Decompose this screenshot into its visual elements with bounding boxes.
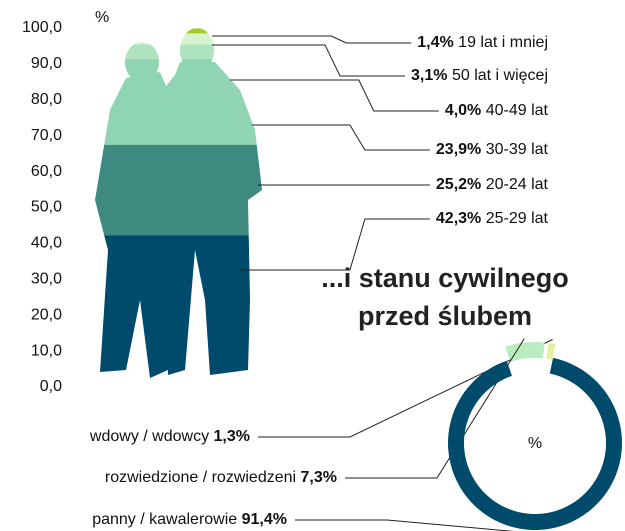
value-label: 91,4% bbox=[242, 511, 287, 528]
y-tick-label: 0,0 bbox=[40, 378, 62, 395]
y-tick-label: 100,0 bbox=[22, 19, 62, 36]
stack-segment bbox=[85, 33, 270, 44]
y-tick-label: 30,0 bbox=[31, 271, 62, 288]
silhouette bbox=[85, 28, 270, 387]
donut-title: przed ślubem bbox=[358, 301, 532, 331]
series-name: 30-39 lat bbox=[486, 141, 549, 158]
leader-line bbox=[212, 36, 411, 43]
leader-line bbox=[212, 45, 405, 76]
series-name: 50 lat i więcej bbox=[452, 67, 548, 84]
value-label: 1,4% bbox=[417, 34, 453, 51]
value-label: 3,1% bbox=[411, 67, 447, 84]
y-tick-label: 70,0 bbox=[31, 127, 62, 144]
value-label: 42,3% bbox=[436, 210, 481, 227]
stack-segment bbox=[85, 59, 270, 145]
y-tick-label: 40,0 bbox=[31, 235, 62, 252]
y-tick-label: 80,0 bbox=[31, 91, 62, 108]
value-label: 25,2% bbox=[436, 176, 481, 193]
donut-title: ...i stanu cywilnego bbox=[321, 263, 569, 293]
category-name: rozwiedzione / rozwiedzeni bbox=[105, 469, 296, 486]
segment-label: 4,0% 40-49 lat bbox=[445, 102, 549, 119]
leader-line bbox=[230, 80, 439, 111]
series-name: 40-49 lat bbox=[486, 102, 549, 119]
segment-label: 42,3% 25-29 lat bbox=[436, 210, 549, 227]
segment-label: 1,4% 19 lat i mniej bbox=[417, 34, 548, 51]
segment-label: 23,9% 30-39 lat bbox=[436, 141, 549, 158]
series-name: 25-29 lat bbox=[486, 210, 549, 227]
leader-line bbox=[345, 339, 524, 478]
series-name: 19 lat i mniej bbox=[458, 34, 548, 51]
value-label: 23,9% bbox=[436, 141, 481, 158]
segment-label: 3,1% 50 lat i więcej bbox=[411, 67, 548, 84]
y-tick-label: 50,0 bbox=[31, 199, 62, 216]
stack-segment bbox=[85, 45, 270, 59]
stack-segment bbox=[85, 28, 270, 33]
series-name: 20-24 lat bbox=[486, 176, 549, 193]
stack-segment bbox=[85, 235, 270, 387]
y-tick-label: 20,0 bbox=[31, 306, 62, 323]
value-label: 7,3% bbox=[301, 469, 337, 486]
value-label: 4,0% bbox=[445, 102, 481, 119]
stack-segment bbox=[85, 145, 270, 235]
slice-label: panny / kawalerowie 91,4% bbox=[92, 511, 287, 528]
infographic: % ...i stanu cywilnego przed ślubem % 0,… bbox=[0, 0, 625, 531]
category-name: wdowy / wdowcy bbox=[89, 428, 209, 445]
y-tick-label: 90,0 bbox=[31, 55, 62, 72]
unit-label: % bbox=[95, 9, 109, 26]
segment-label: 25,2% 20-24 lat bbox=[436, 176, 549, 193]
category-name: panny / kawalerowie bbox=[92, 511, 237, 528]
donut-slice bbox=[546, 343, 555, 360]
slice-label: wdowy / wdowcy 1,3% bbox=[89, 428, 250, 445]
y-tick-label: 10,0 bbox=[31, 342, 62, 359]
slice-label: rozwiedzione / rozwiedzeni 7,3% bbox=[105, 469, 337, 486]
donut-center-label: % bbox=[528, 435, 542, 452]
leader-line bbox=[252, 125, 430, 150]
value-label: 1,3% bbox=[214, 428, 250, 445]
y-tick-label: 60,0 bbox=[31, 163, 62, 180]
